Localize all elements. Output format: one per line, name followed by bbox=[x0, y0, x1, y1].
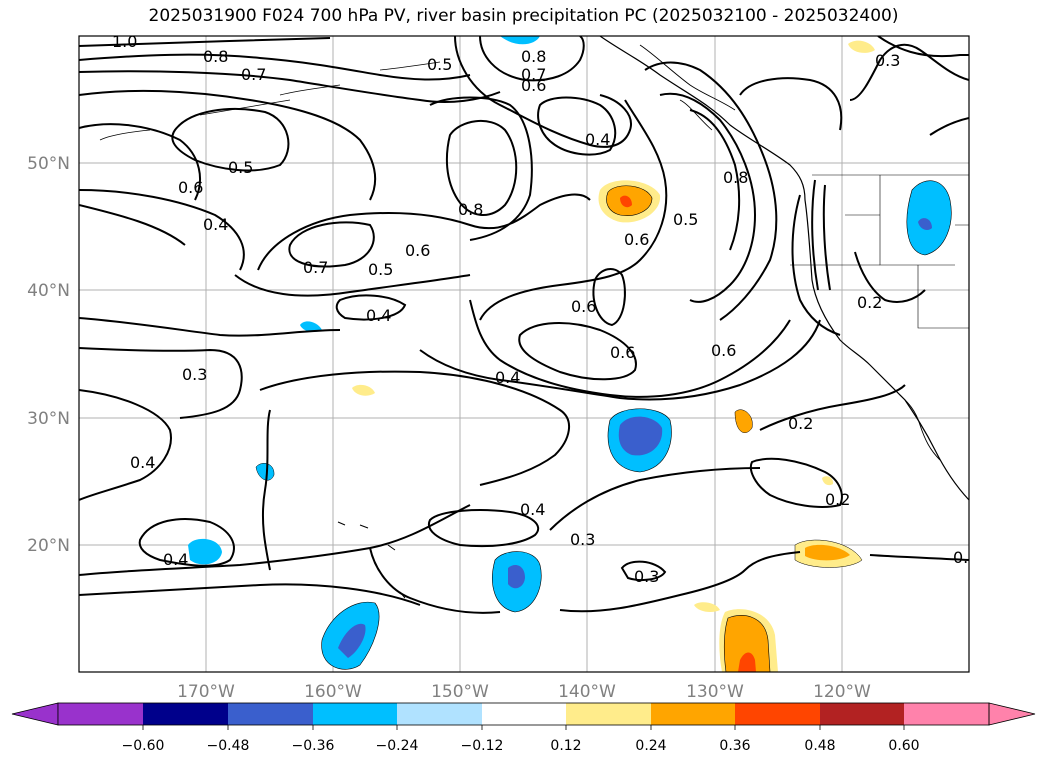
precip-blob-positive bbox=[734, 409, 753, 433]
precip-blob-negative-core bbox=[618, 416, 663, 456]
colorbar-bin bbox=[58, 703, 143, 725]
lon-label-160w: 160°W bbox=[304, 682, 362, 702]
colorbar-tick-label: 0.36 bbox=[719, 738, 750, 754]
contour-label: 0.5 bbox=[368, 260, 393, 279]
precip-blob-negative bbox=[500, 36, 540, 45]
colorbar-tick-label: −0.12 bbox=[461, 738, 504, 754]
contour-label: 0.4 bbox=[130, 453, 155, 472]
contour-label: 0.6 bbox=[624, 230, 649, 249]
pv-contours bbox=[79, 36, 969, 614]
precip-blob-negative bbox=[906, 180, 952, 256]
contour-labels: 1.0 0.8 0.7 0.5 0.8 0.7 0.6 0.3 0.5 0.6 … bbox=[112, 32, 978, 586]
colorbar-tick-label: −0.60 bbox=[122, 738, 165, 754]
colorbar-bin bbox=[397, 703, 482, 725]
contour-label: 0.2 bbox=[825, 490, 850, 509]
contour-label: 0.4 bbox=[366, 306, 391, 325]
lat-label-40n: 40°N bbox=[27, 281, 70, 301]
precip-blob-positive-core bbox=[738, 652, 756, 672]
lon-label-140w: 140°W bbox=[558, 682, 616, 702]
contour-label: 0.2 bbox=[788, 414, 813, 433]
contour-label: 0.2 bbox=[953, 548, 978, 567]
contour-label: 0.5 bbox=[673, 210, 698, 229]
colorbar-bin bbox=[228, 703, 313, 725]
contour-label: 0.7 bbox=[303, 258, 328, 277]
coastlines bbox=[99, 36, 969, 599]
latitude-labels: 50°N 40°N 30°N 20°N bbox=[27, 154, 70, 556]
contour-label: 1.0 bbox=[112, 32, 137, 51]
precip-blob-positive bbox=[822, 476, 834, 486]
map-frame bbox=[78, 35, 970, 673]
colorbar-extend-low bbox=[11, 702, 59, 726]
longitude-labels: 170°W 160°W 150°W 140°W 130°W 120°W bbox=[177, 682, 871, 702]
contour-label: 0.4 bbox=[495, 368, 520, 387]
lon-label-120w: 120°W bbox=[813, 682, 871, 702]
state-borders bbox=[790, 174, 969, 329]
contour-label: 0.6 bbox=[178, 178, 203, 197]
colorbar-bin bbox=[143, 703, 228, 725]
lat-label-50n: 50°N bbox=[27, 154, 70, 174]
precip-blob-positive bbox=[805, 544, 850, 561]
precip-blob-positive bbox=[848, 40, 875, 53]
colorbar-bin bbox=[566, 703, 651, 725]
colorbar-bin bbox=[904, 703, 989, 725]
contour-label: 0.6 bbox=[610, 343, 635, 362]
precip-blob-positive bbox=[723, 615, 771, 672]
contour-label: 0.2 bbox=[857, 293, 882, 312]
colorbar-extend-high bbox=[988, 702, 1036, 726]
lon-label-130w: 130°W bbox=[686, 682, 744, 702]
contour-label: 0.4 bbox=[163, 550, 188, 569]
contour-label: 0.8 bbox=[723, 168, 748, 187]
colorbar-tick-label: 0.12 bbox=[550, 738, 581, 754]
colorbar-bin bbox=[651, 703, 735, 725]
contour-label: 0.6 bbox=[711, 341, 736, 360]
colorbar-bin bbox=[482, 703, 566, 725]
contour-label: 0.6 bbox=[521, 76, 546, 95]
precip-blob-positive bbox=[694, 602, 720, 613]
precip-blob-negative bbox=[300, 321, 322, 333]
precip-shading bbox=[188, 36, 952, 672]
precip-blob-positive-core bbox=[620, 195, 632, 208]
precip-blob-negative-core bbox=[338, 623, 366, 658]
colorbar-tick-label: 0.24 bbox=[635, 738, 666, 754]
contour-label: 0.7 bbox=[521, 65, 546, 84]
contour-label: 0.3 bbox=[634, 567, 659, 586]
precip-blob-negative-core bbox=[918, 218, 932, 230]
colorbar-frame bbox=[57, 702, 990, 726]
lat-label-30n: 30°N bbox=[27, 409, 70, 429]
contour-label: 0.5 bbox=[228, 158, 253, 177]
contour-label: 0.5 bbox=[427, 55, 452, 74]
lon-label-170w: 170°W bbox=[177, 682, 235, 702]
contour-label: 0.4 bbox=[585, 130, 610, 149]
lon-label-150w: 150°W bbox=[431, 682, 489, 702]
colorbar-bin bbox=[820, 703, 904, 725]
colorbar: −0.60 −0.48 −0.36 −0.24 −0.12 0.12 0.24 … bbox=[11, 702, 1036, 754]
contour-label: 0.4 bbox=[203, 215, 228, 234]
precip-blob-negative bbox=[188, 538, 222, 565]
map-title: 2025031900 F024 700 hPa PV, river basin … bbox=[148, 6, 899, 26]
contour-label: 0.6 bbox=[405, 241, 430, 260]
contour-label: 0.3 bbox=[182, 365, 207, 384]
contour-label: 0.6 bbox=[571, 297, 596, 316]
colorbar-tick-label: 0.48 bbox=[804, 738, 835, 754]
precip-blob-negative-core bbox=[508, 565, 525, 589]
contour-label: 0.8 bbox=[203, 47, 228, 66]
colorbar-tick-label: −0.36 bbox=[292, 738, 335, 754]
colorbar-tick-label: −0.24 bbox=[376, 738, 419, 754]
contour-label: 0.8 bbox=[521, 47, 546, 66]
contour-label: 0.4 bbox=[520, 500, 545, 519]
precip-blob-positive bbox=[352, 384, 375, 396]
contour-label: 0.7 bbox=[241, 65, 266, 84]
colorbar-tick-label: 0.60 bbox=[888, 738, 919, 754]
lat-label-20n: 20°N bbox=[27, 536, 70, 556]
contour-label: 0.3 bbox=[570, 530, 595, 549]
colorbar-tick-label: −0.48 bbox=[207, 738, 250, 754]
contour-label: 0.3 bbox=[875, 51, 900, 70]
colorbar-bin bbox=[735, 703, 820, 725]
colorbar-bin bbox=[313, 703, 397, 725]
contour-label: 0.8 bbox=[458, 200, 483, 219]
precip-blob-negative bbox=[255, 463, 275, 481]
